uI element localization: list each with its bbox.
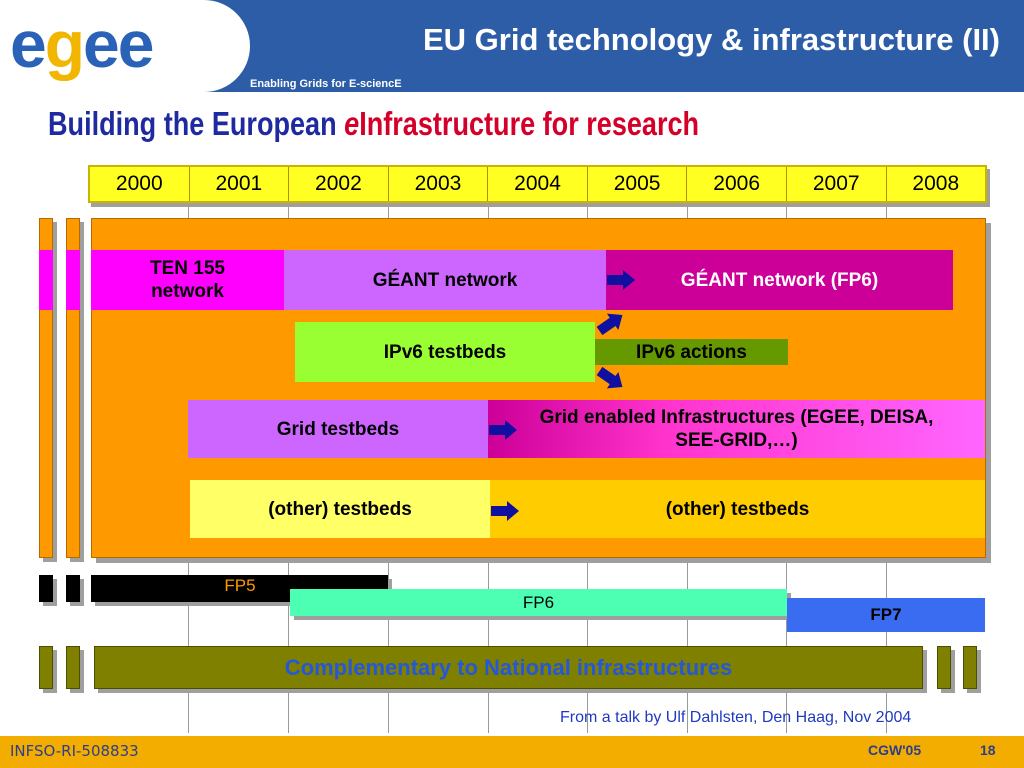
year-cell: 2000 — [90, 167, 190, 201]
fp5-side-bar — [66, 575, 80, 602]
footer-bar — [0, 736, 1024, 768]
year-cell: 2006 — [687, 167, 787, 201]
other-testbeds-label: (other) testbeds — [665, 498, 810, 520]
arrow-right-icon — [607, 270, 635, 290]
year-cell: 2005 — [588, 167, 688, 201]
olive-side-bar — [66, 646, 80, 689]
other-testbeds-box: (other) testbeds — [490, 480, 985, 538]
side-bar-segment — [39, 250, 53, 310]
footer-event: CGW'05 — [868, 742, 922, 758]
credit-text: From a talk by Ulf Dahlsten, Den Haag, N… — [560, 709, 912, 726]
year-cell: 2007 — [787, 167, 887, 201]
logo-letter: e — [83, 7, 120, 81]
olive-side-bar — [39, 646, 53, 689]
other-testbeds-box: (other) testbeds — [190, 480, 490, 538]
ten155-box: TEN 155 network — [91, 250, 284, 310]
logo-letter: e — [10, 7, 47, 81]
grid-infra-box: Grid enabled Infrastructures (EGEE, DEIS… — [488, 400, 985, 458]
olive-side-bar — [937, 646, 951, 689]
grid-infra-label: Grid enabled Infrastructures (EGEE, DEIS… — [539, 407, 934, 451]
ipv6-actions-label: IPv6 actions — [636, 341, 747, 363]
arrow-right-icon — [489, 420, 517, 440]
year-cell: 2002 — [289, 167, 389, 201]
year-cell: 2004 — [488, 167, 588, 201]
fp5-side-bar — [39, 575, 53, 602]
footer-project-id: INFSO-RI-508833 — [10, 742, 139, 760]
ipv6-actions-box: IPv6 actions — [595, 339, 788, 365]
slide-subtitle: Building the European eInfrastructure fo… — [48, 105, 699, 143]
arrow-right-icon — [491, 501, 519, 521]
geant-fp6-box: GÉANT network (FP6) — [606, 250, 953, 310]
subtitle-part2: Infrastructure for research — [359, 105, 700, 142]
fp5-label: FP5 — [224, 576, 256, 595]
logo-background — [0, 0, 250, 92]
logo-letter: g — [44, 7, 85, 81]
ipv6-testbeds-label: IPv6 testbeds — [383, 341, 507, 363]
page-number: 18 — [980, 742, 996, 758]
other-testbeds-label: (other) testbeds — [268, 498, 412, 520]
geant-box: GÉANT network — [284, 250, 606, 310]
side-bar-segment — [66, 250, 80, 310]
egee-logo: egee — [10, 4, 155, 84]
grid-testbeds-box: Grid testbeds — [188, 400, 488, 458]
subtitle-part1: Building the European — [48, 105, 345, 142]
tagline: Enabling Grids for E-sciencE — [250, 78, 402, 90]
fp7-label: FP7 — [870, 605, 902, 624]
subtitle-e: e — [344, 105, 360, 142]
complementary-label: Complementary to National infrastructure… — [284, 654, 733, 680]
year-cell: 2001 — [190, 167, 290, 201]
years-header: 2000 2001 2002 2003 2004 2005 2006 2007 … — [88, 165, 987, 203]
year-cell: 2003 — [389, 167, 489, 201]
fp6-label: FP6 — [522, 592, 555, 612]
slide-title: EU Grid technology & infrastructure (II) — [423, 22, 1000, 57]
complementary-bar: Complementary to National infrastructure… — [94, 646, 923, 689]
geant-fp6-label: GÉANT network (FP6) — [680, 269, 879, 291]
ipv6-testbeds-box: IPv6 testbeds — [295, 322, 595, 382]
fp7-bar: FP7 — [787, 598, 985, 632]
geant-label: GÉANT network — [372, 269, 518, 291]
year-cell: 2008 — [912, 172, 960, 195]
ten155-label: TEN 155 network — [150, 258, 225, 302]
logo-letter: e — [117, 7, 155, 81]
grid-testbeds-label: Grid testbeds — [276, 418, 400, 440]
fp6-bar: FP6 — [290, 589, 787, 616]
arrow-up-right-icon — [596, 313, 623, 336]
arrow-down-right-icon — [596, 366, 623, 389]
olive-side-bar — [963, 646, 977, 689]
